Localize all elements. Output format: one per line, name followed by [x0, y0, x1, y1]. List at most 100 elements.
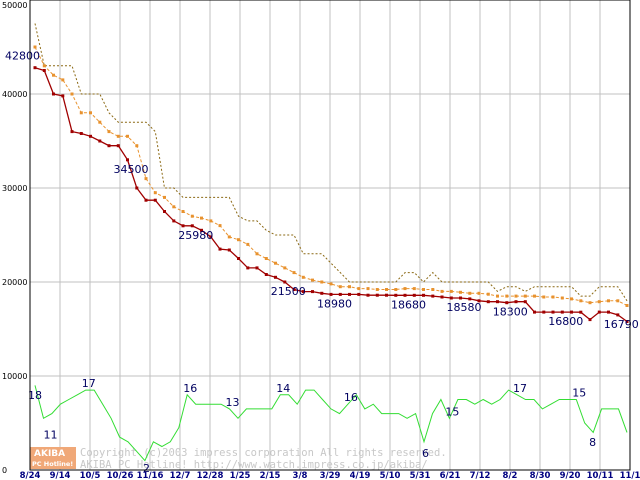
shop-count-label: 17 — [513, 382, 527, 395]
data-point-avg — [505, 294, 509, 298]
shop-count-label: 17 — [82, 377, 96, 390]
y-tick-label: 50000 — [2, 1, 27, 10]
y-tick-label: 10000 — [2, 372, 27, 381]
shop-count-label: 18 — [28, 389, 42, 402]
data-point-avg — [588, 301, 592, 305]
data-point-min — [431, 294, 435, 298]
min-price-label: 34500 — [114, 163, 149, 176]
min-price-label: 25980 — [178, 229, 213, 242]
data-point-min — [52, 92, 55, 96]
data-point-min — [107, 144, 111, 148]
data-point-avg — [79, 111, 83, 115]
data-point-min — [468, 297, 472, 301]
data-point-avg — [89, 111, 92, 115]
watermark-copyright: Copyright (c)2003 impress corporation Al… — [80, 447, 447, 459]
min-price-label: 18980 — [317, 297, 352, 310]
data-point-avg — [616, 299, 620, 303]
data-point-avg — [172, 205, 176, 209]
data-point-avg — [163, 195, 166, 199]
data-point-avg — [227, 235, 231, 239]
data-point-avg — [209, 219, 213, 223]
data-point-avg — [348, 285, 351, 289]
data-point-avg — [449, 289, 453, 293]
shop-count-label: 11 — [43, 428, 57, 441]
data-point-avg — [126, 134, 129, 138]
data-point-min — [135, 186, 139, 190]
data-point-avg — [597, 300, 601, 304]
data-point-avg — [570, 297, 573, 301]
x-tick-label: 10/5 — [80, 471, 101, 480]
data-point-avg — [255, 252, 259, 256]
data-point-min — [338, 292, 342, 296]
data-point-avg — [311, 278, 314, 282]
data-point-avg — [70, 92, 74, 96]
data-point-min — [283, 280, 287, 284]
data-point-avg — [533, 294, 536, 298]
data-point-min — [422, 293, 425, 297]
data-point-min — [579, 310, 583, 314]
data-point-avg — [264, 257, 268, 260]
watermark: AKIBA PC Hotline! Copyright (c)2003 impr… — [30, 447, 447, 471]
data-point-min — [523, 300, 527, 304]
data-point-min — [301, 290, 305, 294]
data-point-avg — [42, 64, 46, 68]
x-tick-label: 7/12 — [470, 471, 491, 480]
data-point-min — [440, 295, 444, 299]
min-price-label: 15800 — [608, 0, 640, 3]
data-point-min — [375, 293, 379, 297]
data-point-min — [218, 247, 222, 251]
data-point-avg — [468, 291, 472, 295]
data-point-min — [163, 210, 166, 213]
series-line-avg — [34, 46, 628, 306]
data-point-min — [116, 144, 120, 148]
data-point-avg — [144, 177, 148, 181]
x-tick-label: 11/1 — [620, 471, 640, 480]
data-point-avg — [542, 295, 546, 299]
x-tick-label: 10/11 — [587, 471, 614, 480]
x-tick-label: 1/25 — [230, 471, 251, 480]
data-point-avg — [338, 285, 342, 289]
data-point-avg — [52, 73, 55, 77]
data-point-avg — [422, 288, 425, 291]
data-point-avg — [523, 294, 527, 298]
data-point-min — [514, 300, 518, 304]
data-point-avg — [385, 288, 388, 291]
plot-frame — [29, 0, 631, 471]
data-point-min — [412, 293, 416, 297]
y-tick-label: 30000 — [2, 184, 27, 193]
x-tick-label: 9/14 — [50, 471, 71, 480]
data-point-avg — [625, 304, 629, 307]
data-point-min — [172, 219, 176, 223]
x-tick-label: 3/29 — [320, 471, 341, 480]
x-tick-label: 5/31 — [410, 471, 431, 480]
data-point-min — [255, 266, 259, 270]
data-point-avg — [190, 214, 194, 218]
series-line-max — [34, 23, 628, 302]
data-point-avg — [200, 216, 203, 220]
data-point-min — [357, 292, 361, 296]
data-point-min — [200, 228, 203, 232]
data-point-avg — [135, 144, 139, 148]
data-point-min — [320, 291, 324, 295]
shop-count-label: 16 — [344, 391, 358, 404]
data-point-avg — [440, 289, 444, 293]
data-point-min — [588, 318, 592, 322]
x-tick-label: 12/7 — [170, 471, 191, 480]
watermark-logo-box — [30, 447, 76, 469]
data-point-min — [329, 292, 333, 296]
data-point-avg — [412, 287, 416, 291]
data-point-min — [181, 224, 185, 228]
x-tick-label: 8/24 — [20, 471, 41, 480]
x-tick-label: 11/16 — [137, 471, 164, 480]
data-point-avg — [394, 288, 398, 291]
data-point-min — [459, 296, 462, 300]
data-point-avg — [292, 271, 296, 275]
data-point-avg — [551, 295, 555, 299]
data-point-min — [292, 288, 296, 291]
data-point-avg — [283, 266, 287, 270]
min-price-label: 21500 — [271, 285, 306, 298]
data-point-min — [477, 299, 481, 303]
data-point-avg — [107, 130, 111, 134]
data-point-avg — [607, 299, 610, 303]
